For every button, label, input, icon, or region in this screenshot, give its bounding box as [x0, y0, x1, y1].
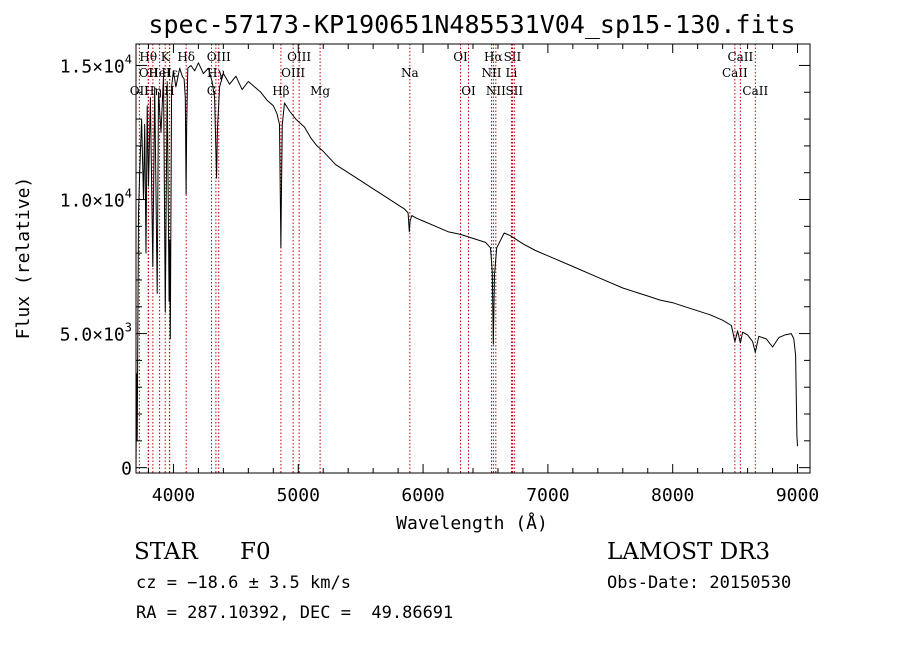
emission-line-label: OI	[461, 84, 476, 98]
object-class: STAR	[134, 539, 198, 565]
emission-line-label: NII	[486, 84, 506, 98]
coordinates-readout: RA = 287.10392, DEC = 49.86691	[136, 603, 454, 623]
emission-line-label: Hα	[484, 50, 503, 64]
plot-frame	[135, 43, 811, 474]
emission-line-label: SII	[504, 50, 522, 64]
y-tick-label: 1.0×104	[60, 187, 132, 212]
emission-line-label: SII	[505, 84, 523, 98]
emission-line-layer: OIIHθOIIHηHeIKHHεHδGHγOIIIHβOIIIOIIIMgNa…	[130, 44, 768, 473]
x-axis-label: Wavelength (Å)	[396, 512, 548, 534]
survey-name: LAMOST DR3	[607, 539, 771, 565]
redshift-readout: cz = −18.6 ± 3.5 km/s	[136, 573, 351, 593]
emission-line-label: OIII	[281, 66, 305, 80]
object-subclass: F0	[240, 539, 271, 565]
chart-title: spec-57173-KP190651N485531V04_sp15-130.f…	[148, 10, 795, 39]
emission-line-label: NII	[481, 66, 501, 80]
y-tick-exponent: 4	[125, 187, 132, 201]
emission-line-label: Hβ	[272, 84, 289, 98]
emission-line-label: OIII	[287, 50, 311, 64]
x-tick-label: 5000	[277, 485, 320, 506]
emission-line-label: CaII	[727, 50, 753, 64]
y-axis-label: Flux (relative)	[13, 177, 34, 340]
y-tick-label: 1.5×104	[60, 52, 132, 77]
emission-line-label: CaII	[722, 66, 748, 80]
emission-line-label: OII	[130, 84, 150, 98]
emission-line-label: Hδ	[177, 50, 195, 64]
y-tick-mantissa: 5.0×10	[60, 325, 125, 346]
emission-line-label: Li	[506, 66, 518, 80]
spectrum-line	[135, 62, 798, 474]
emission-line-label: OI	[453, 50, 468, 64]
y-tick-label: 0	[121, 459, 132, 480]
y-tick-mantissa: 1.0×10	[60, 191, 125, 212]
emission-line-label: OII	[139, 66, 159, 80]
emission-line-label: CaII	[742, 84, 768, 98]
spectrum-chart: spec-57173-KP190651N485531V04_sp15-130.f…	[13, 10, 819, 534]
y-tick-exponent: 3	[125, 321, 132, 335]
x-axis: 4000 5000 6000 7000 8000 9000	[147, 44, 819, 506]
emission-line-label: Hθ	[139, 50, 157, 64]
emission-line-label: Hη	[144, 84, 162, 98]
y-tick-exponent: 4	[125, 52, 132, 66]
observation-date: Obs-Date: 20150530	[607, 573, 792, 593]
x-tick-label: 4000	[152, 485, 195, 506]
x-tick-label: 6000	[401, 485, 444, 506]
x-tick-label: 9000	[776, 485, 819, 506]
y-tick-mantissa: 0	[121, 459, 132, 480]
emission-line-label: Mg	[310, 84, 330, 98]
emission-line-label: G	[207, 84, 217, 98]
emission-line-label: Hγ	[207, 66, 225, 80]
x-tick-label: 7000	[526, 485, 569, 506]
emission-line-label: OIII	[207, 50, 231, 64]
y-tick-label: 5.0×103	[60, 321, 132, 346]
emission-line-label: Na	[401, 66, 419, 80]
x-tick-label: 8000	[651, 485, 694, 506]
emission-line-label: K	[161, 50, 171, 64]
y-tick-mantissa: 1.5×10	[60, 56, 125, 77]
